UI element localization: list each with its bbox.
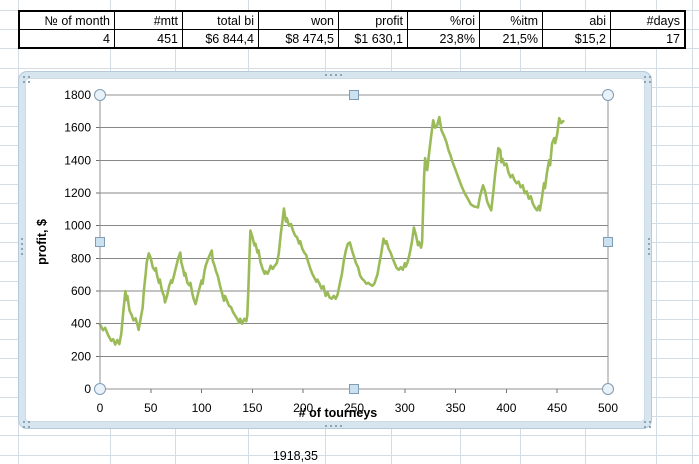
frame-grip-corner[interactable]	[23, 76, 25, 78]
svg-text:800: 800	[71, 251, 91, 265]
frame-grip-bottom[interactable]	[340, 425, 342, 427]
axis-titles[interactable]: profit, $ # of tourneys	[35, 219, 377, 420]
header-abi[interactable]: abi	[542, 10, 611, 30]
svg-text:400: 400	[71, 317, 91, 331]
header-no-of-month[interactable]: № of month	[18, 10, 115, 30]
cell-below-chart[interactable]: 1918,35	[272, 449, 318, 463]
svg-text:600: 600	[71, 284, 91, 298]
svg-text:1600: 1600	[64, 121, 91, 135]
frame-grip-corner[interactable]	[28, 426, 30, 428]
frame-grip-top[interactable]	[340, 74, 342, 76]
svg-text:1200: 1200	[64, 186, 91, 200]
frame-grip-right[interactable]	[648, 253, 650, 255]
value-abi[interactable]: $15,2	[542, 29, 611, 49]
header-won[interactable]: won	[258, 10, 339, 30]
svg-text:100: 100	[192, 401, 212, 415]
value-mtt[interactable]: 451	[114, 29, 183, 49]
resize-handle-circle	[602, 383, 614, 395]
frame-grip-right[interactable]	[648, 238, 650, 240]
chart-object[interactable]: 0 200 400 600 800 1000 1200 1400 1600 1800 0 50 100 1…	[18, 71, 652, 429]
frame-grip-corner[interactable]	[644, 426, 646, 428]
frame-grip-top[interactable]	[325, 74, 327, 76]
svg-text:450: 450	[547, 401, 567, 415]
header-itm[interactable]: %itm	[479, 10, 543, 30]
svg-text:1800: 1800	[64, 88, 91, 102]
svg-text:250: 250	[344, 401, 364, 415]
resize-handle-circle	[94, 89, 106, 101]
header-total-bi[interactable]: total bi	[182, 10, 259, 30]
frame-grip-corner[interactable]	[649, 426, 651, 428]
frame-grip-left[interactable]	[21, 253, 23, 255]
resize-handle-square	[349, 90, 359, 100]
chart-frame-grips[interactable]	[19, 72, 651, 428]
plot-selection-handles[interactable]	[94, 89, 614, 395]
frame-grip-corner[interactable]	[649, 421, 651, 423]
value-won[interactable]: $8 474,5	[258, 29, 339, 49]
header-mtt[interactable]: #mtt	[114, 10, 183, 30]
svg-text:1400: 1400	[64, 153, 91, 167]
svg-text:1000: 1000	[64, 219, 91, 233]
frame-grip-corner[interactable]	[23, 421, 25, 423]
svg-text:0: 0	[84, 382, 91, 396]
svg-text:200: 200	[293, 401, 313, 415]
frame-grip-left[interactable]	[21, 243, 23, 245]
series-profit-line[interactable]	[98, 115, 565, 346]
summary-table: № of month #mtt total bi won profit %roi…	[18, 10, 686, 49]
value-no-of-month[interactable]: 4	[18, 29, 115, 49]
header-profit[interactable]: profit	[338, 10, 408, 30]
resize-handle-square	[603, 237, 613, 247]
svg-text:0: 0	[97, 401, 104, 415]
frame-grip-corner[interactable]	[644, 81, 646, 83]
frame-grip-left[interactable]	[21, 238, 23, 240]
frame-grip-left[interactable]	[21, 248, 23, 250]
frame-grip-corner[interactable]	[28, 76, 30, 78]
frame-grip-right[interactable]	[648, 243, 650, 245]
resize-handle-square	[95, 237, 105, 247]
x-axis-labels[interactable]: 0 50 100 150 200 250 300 350 400 450 500	[97, 401, 619, 415]
svg-text:300: 300	[395, 401, 415, 415]
table-value-row: 4 451 $6 844,4 $8 474,5 $1 630,1 23,8% 2…	[18, 29, 686, 49]
svg-text:50: 50	[144, 401, 158, 415]
y-axis-title: profit, $	[35, 219, 49, 265]
resize-handle-circle	[94, 383, 106, 395]
frame-grip-corner[interactable]	[644, 421, 646, 423]
frame-grip-bottom[interactable]	[325, 425, 327, 427]
value-total-bi[interactable]: $6 844,4	[182, 29, 259, 49]
resize-handle-square	[349, 384, 359, 394]
chart-area[interactable]	[25, 78, 645, 422]
resize-handle-circle	[602, 89, 614, 101]
frame-grip-top[interactable]	[335, 74, 337, 76]
svg-text:500: 500	[598, 401, 618, 415]
value-roi[interactable]: 23,8%	[407, 29, 480, 49]
frame-grip-bottom[interactable]	[330, 425, 332, 427]
frame-grip-corner[interactable]	[28, 421, 30, 423]
value-days[interactable]: 17	[610, 29, 686, 49]
x-axis-title: # of tourneys	[299, 406, 378, 420]
svg-text:350: 350	[446, 401, 466, 415]
value-itm[interactable]: 21,5%	[479, 29, 543, 49]
frame-grip-corner[interactable]	[649, 81, 651, 83]
svg-text:150: 150	[242, 401, 262, 415]
frame-grip-corner[interactable]	[28, 81, 30, 83]
frame-grip-corner[interactable]	[649, 76, 651, 78]
frame-grip-corner[interactable]	[23, 81, 25, 83]
frame-grip-bottom[interactable]	[335, 425, 337, 427]
table-header-row: № of month #mtt total bi won profit %roi…	[18, 10, 686, 30]
frame-grip-corner[interactable]	[23, 426, 25, 428]
frame-grip-right[interactable]	[648, 248, 650, 250]
frame-grip-corner[interactable]	[644, 76, 646, 78]
header-roi[interactable]: %roi	[407, 10, 480, 30]
svg-text:400: 400	[496, 401, 516, 415]
value-profit[interactable]: $1 630,1	[338, 29, 408, 49]
y-axis-labels[interactable]: 0 200 400 600 800 1000 1200 1400 1600 1800	[64, 88, 91, 396]
header-days[interactable]: #days	[610, 10, 686, 30]
svg-text:200: 200	[71, 349, 91, 363]
profit-chart[interactable]: 0 200 400 600 800 1000 1200 1400 1600 1800 0 50 100 1…	[19, 72, 653, 430]
frame-grip-top[interactable]	[330, 74, 332, 76]
